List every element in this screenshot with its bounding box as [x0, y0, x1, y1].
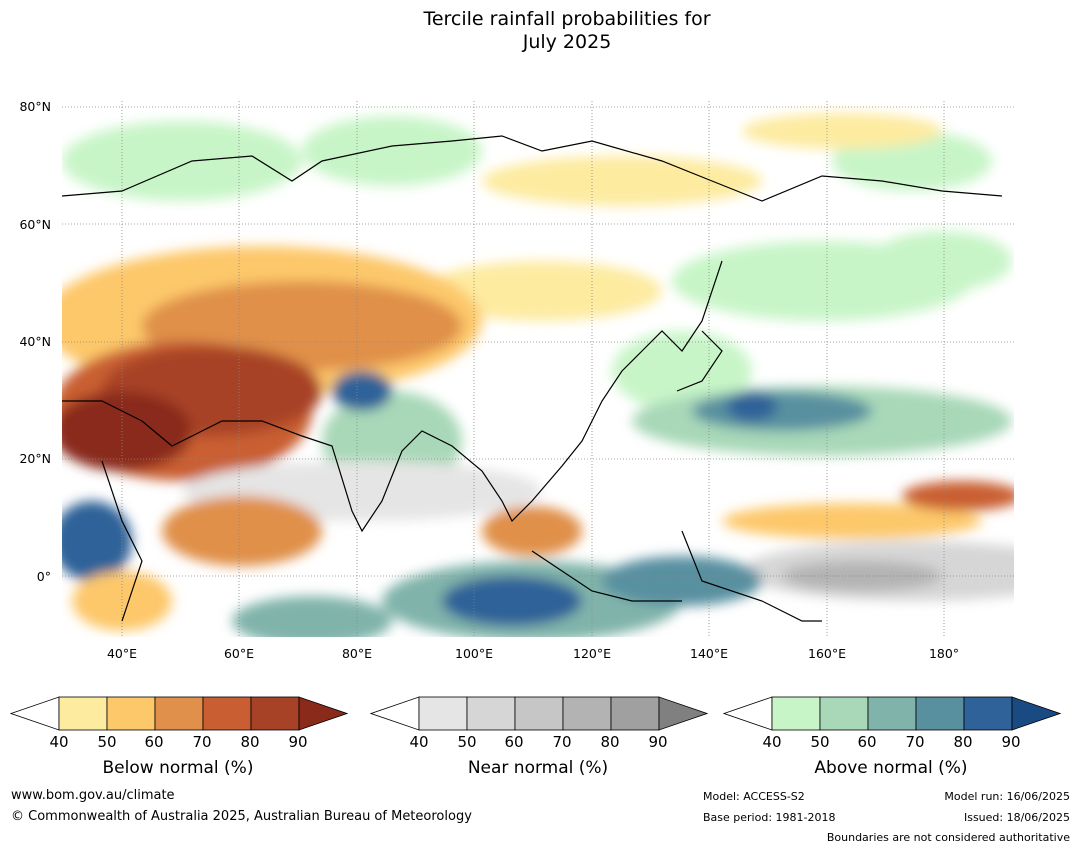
colorbar-right-extension — [298, 696, 348, 731]
above-normal-label: Above normal (%) — [814, 758, 968, 778]
model-text: Model: ACCESS-S2 — [703, 790, 805, 803]
colorbar-segment — [771, 696, 821, 731]
colorbar-segment — [106, 696, 156, 731]
title-line-2: July 2025 — [522, 31, 612, 53]
tick: 50 — [810, 733, 830, 751]
lon-label-180: 180° — [928, 646, 960, 661]
lon-label-60e: 60°E — [223, 646, 255, 661]
lon-label-40e: 40°E — [106, 646, 138, 661]
probability-field — [62, 113, 1014, 637]
tick: 40 — [409, 733, 429, 751]
tick: 50 — [457, 733, 477, 751]
colorbar-segment — [154, 696, 204, 731]
tick: 80 — [953, 733, 973, 751]
lon-label-140e: 140°E — [689, 646, 729, 661]
colorbar-left-extension — [10, 696, 60, 731]
below-normal-label: Below normal (%) — [102, 758, 254, 778]
lon-label-100e: 100°E — [454, 646, 494, 661]
website-link[interactable]: www.bom.gov.au/climate — [11, 788, 175, 803]
colorbar-above-normal — [723, 690, 1061, 732]
colorbar-segment — [963, 696, 1013, 731]
copyright-text: © Commonwealth of Australia 2025, Austra… — [11, 809, 472, 824]
lat-label-40n: 40°N — [19, 334, 51, 349]
colorbar-segment — [819, 696, 869, 731]
colorbar-segment — [466, 696, 516, 731]
colorbar-right-extension — [658, 696, 708, 731]
tick: 80 — [240, 733, 260, 751]
colorbar-left-extension — [370, 696, 420, 731]
boundaries-note: Boundaries are not considered authoritat… — [826, 831, 1070, 844]
tick: 60 — [504, 733, 524, 751]
tick: 80 — [600, 733, 620, 751]
colorbar-segment — [58, 696, 108, 731]
coastlines — [62, 135, 1003, 622]
lon-label-80e: 80°E — [341, 646, 373, 661]
chart-title: Tercile rainfall probabilities for July … — [0, 8, 1081, 54]
gridlines — [62, 101, 1014, 637]
colorbar-segment — [867, 696, 917, 731]
colorbar-left-extension — [723, 696, 773, 731]
colorbar-segment — [610, 696, 660, 731]
tick: 70 — [552, 733, 572, 751]
tick: 50 — [97, 733, 117, 751]
tick: 70 — [905, 733, 925, 751]
tick: 90 — [288, 733, 308, 751]
lat-label-80n: 80°N — [19, 99, 51, 114]
colorbar-segment — [418, 696, 468, 731]
tick: 70 — [192, 733, 212, 751]
colorbar-segment — [915, 696, 965, 731]
lat-label-20n: 20°N — [19, 451, 51, 466]
issued-text: Issued: 18/06/2025 — [963, 811, 1070, 824]
near-normal-label: Near normal (%) — [467, 758, 609, 778]
tick: 90 — [1001, 733, 1021, 751]
model-run-text: Model run: 16/06/2025 — [944, 790, 1070, 803]
lon-label-120e: 120°E — [572, 646, 612, 661]
colorbar-segment — [202, 696, 252, 731]
tick: 40 — [762, 733, 782, 751]
tick: 90 — [648, 733, 668, 751]
tick: 60 — [144, 733, 164, 751]
title-line-1: Tercile rainfall probabilities for — [423, 8, 711, 30]
colorbar-segment — [562, 696, 612, 731]
tick: 40 — [49, 733, 69, 751]
colorbar-right-extension — [1011, 696, 1061, 731]
colorbar-below-normal — [10, 690, 348, 732]
tick: 60 — [857, 733, 877, 751]
colorbar-segment — [514, 696, 564, 731]
rainfall-probability-map — [62, 101, 1014, 637]
lat-label-60n: 60°N — [19, 217, 51, 232]
colorbar-near-normal — [370, 690, 708, 732]
colorbar-segment — [250, 696, 300, 731]
lon-label-160e: 160°E — [807, 646, 847, 661]
base-period-text: Base period: 1981-2018 — [703, 811, 836, 824]
lat-label-0: 0° — [36, 569, 51, 584]
